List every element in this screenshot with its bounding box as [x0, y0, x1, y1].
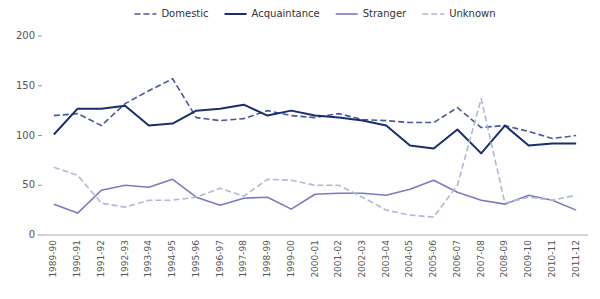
tick-label: 100 [16, 130, 35, 141]
tick-label: 0 [29, 229, 35, 240]
tick-label: 2001-02 [333, 240, 343, 278]
tick-label: 2008-09 [499, 240, 509, 278]
series-line [54, 99, 576, 217]
series-line [54, 79, 576, 139]
legend-swatch [336, 13, 358, 15]
axis-line [42, 235, 588, 236]
tick-label: 2007-08 [476, 240, 486, 278]
legend-swatch [134, 13, 156, 15]
tick-label: 2006-07 [452, 240, 462, 278]
tick-label: 1999-00 [286, 240, 296, 278]
tick-label: 1997-98 [238, 240, 248, 278]
tick-label: 2011-12 [571, 240, 581, 278]
tick-label: 1995-96 [191, 240, 201, 278]
legend: Domestic Acquaintance Stranger Unknown [134, 8, 495, 19]
tick-mark [38, 36, 42, 37]
tick-label: 1990-91 [72, 240, 82, 278]
tick-mark [38, 85, 42, 86]
legend-label: Domestic [161, 8, 208, 19]
tick-label: 1993-94 [143, 240, 153, 278]
tick-mark [38, 185, 42, 186]
tick-label: 2002-03 [357, 240, 367, 278]
series-line [54, 105, 576, 154]
tick-label: 1991-92 [96, 240, 106, 278]
tick-label: 2000-01 [310, 240, 320, 278]
tick-label: 200 [16, 30, 35, 41]
tick-label: 1998-99 [262, 240, 272, 278]
tick-mark [38, 135, 42, 136]
legend-label: Stranger [363, 8, 407, 19]
legend-item: Domestic [134, 8, 208, 19]
tick-label: 2005-06 [428, 240, 438, 278]
chart: 0 50 100 150 200 1989-90 1990-91 1991-92 1992-93… [0, 0, 600, 299]
tick-label: 2003-04 [381, 240, 391, 278]
tick-label: 1994-95 [167, 240, 177, 278]
tick-label: 2004-05 [404, 240, 414, 278]
series-line [54, 179, 576, 213]
tick-label: 2010-11 [547, 240, 557, 278]
tick-label: 2009-10 [523, 240, 533, 278]
tick-label: 1992-93 [120, 240, 130, 278]
tick-mark [38, 235, 42, 236]
legend-item: Acquaintance [225, 8, 320, 19]
legend-item: Unknown [422, 8, 495, 19]
legend-label: Acquaintance [252, 8, 320, 19]
legend-label: Unknown [449, 8, 495, 19]
legend-swatch [225, 13, 247, 15]
x-axis: 1989-90 1990-91 1991-92 1992-93 1993-94 1994-… [42, 235, 588, 278]
tick-label: 150 [16, 80, 35, 91]
tick-label: 50 [22, 179, 35, 190]
y-axis: 0 50 100 150 200 [16, 30, 42, 240]
legend-item: Stranger [336, 8, 407, 19]
legend-swatch [422, 13, 444, 15]
plot-area [54, 79, 576, 217]
tick-label: 1996-97 [215, 240, 225, 278]
tick-label: 1989-90 [48, 240, 58, 278]
